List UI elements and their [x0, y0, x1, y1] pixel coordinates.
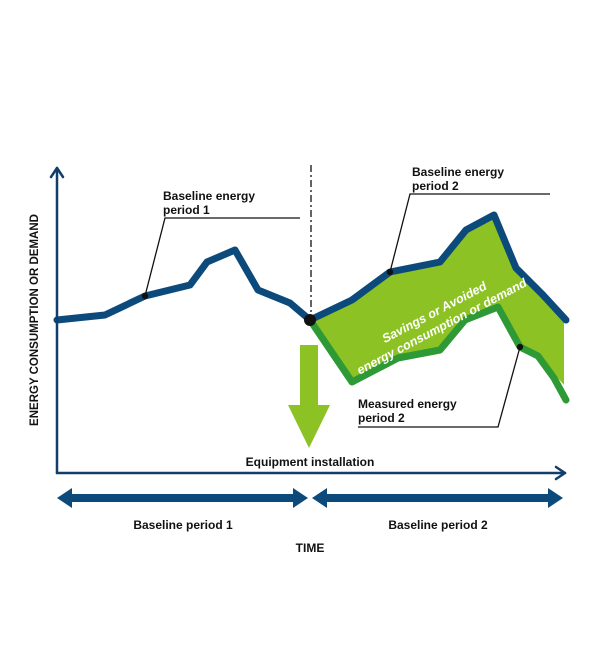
x-axis-arrowhead: [554, 465, 567, 481]
y-axis-arrowhead: [49, 166, 65, 179]
period2-label: Baseline period 2: [388, 518, 488, 532]
callout-baseline-period1: [144, 217, 300, 297]
x-axis-label: TIME: [296, 541, 325, 555]
callout-baseline-period2: [389, 193, 550, 273]
label-equipment-installation: Equipment installation: [246, 455, 375, 469]
y-axis-label: ENERGY CONSUMPTION OR DEMAND: [29, 214, 41, 426]
label-measured-period2-l2: period 2: [358, 411, 405, 425]
label-baseline-period1-l2: period 1: [163, 203, 210, 217]
axes: [49, 166, 567, 481]
dot-installation: [304, 314, 316, 326]
measured-line: [306, 303, 570, 404]
installation-arrow: [288, 345, 330, 448]
period1-label: Baseline period 1: [133, 518, 233, 532]
label-baseline-period2-l2: period 2: [412, 179, 459, 193]
label-measured-period2-l1: Measured energy: [358, 397, 457, 411]
period1-arrow: [57, 488, 308, 508]
dot-baseline-period1: [141, 292, 149, 300]
dot-baseline-period2: [386, 268, 394, 276]
label-baseline-period2-l1: Baseline energy: [412, 165, 504, 179]
callout-measured-period2: [358, 346, 521, 428]
label-baseline-period1-l1: Baseline energy: [163, 189, 255, 203]
period2-arrow: [312, 488, 563, 508]
dot-measured-period2: [516, 343, 524, 351]
savings-area: [310, 215, 564, 385]
callouts: [144, 193, 550, 428]
